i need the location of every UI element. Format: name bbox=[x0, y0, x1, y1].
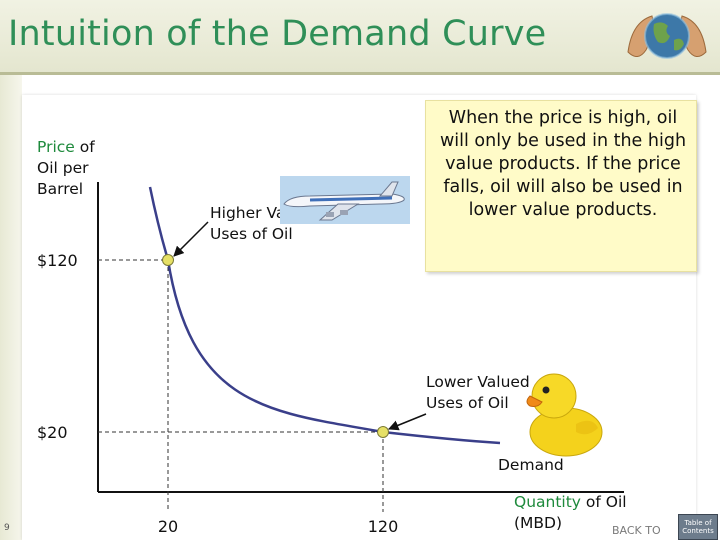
callout-text: When the price is high, oil will only be… bbox=[439, 108, 687, 220]
label-arrows bbox=[173, 221, 427, 431]
y-axis-label: Price of Oil per Barrel bbox=[37, 137, 117, 200]
y-tick-label-1: $20 bbox=[37, 423, 68, 442]
demand-curve bbox=[148, 186, 501, 445]
demand-label: Demand bbox=[498, 456, 564, 474]
y-axis-highlight: Price bbox=[37, 138, 75, 156]
table-of-contents-button[interactable]: Table of Contents bbox=[678, 514, 718, 540]
slide-number: 9 bbox=[4, 523, 10, 533]
x-tick-label-0: 20 bbox=[158, 517, 178, 536]
globe-in-hands-icon bbox=[627, 13, 707, 59]
x-axis-label: Quantity of Oil (MBD) bbox=[514, 492, 654, 534]
demand-point-1 bbox=[377, 426, 389, 438]
y-tick-label-0: $120 bbox=[37, 251, 78, 270]
higher-uses-arrow bbox=[173, 221, 209, 257]
page-title: Intuition of the Demand Curve bbox=[8, 14, 547, 54]
x-tick-label-1: 120 bbox=[368, 517, 399, 536]
left-margin-band bbox=[0, 75, 22, 540]
y-axis-label-rest: of Oil per Barrel bbox=[37, 138, 95, 198]
x-axis-highlight: Quantity bbox=[514, 493, 581, 511]
data-points bbox=[162, 254, 389, 438]
tick-labels: $120 $20 20 120 bbox=[37, 251, 398, 536]
back-to-link[interactable]: BACK TO bbox=[612, 524, 661, 537]
axes bbox=[97, 182, 624, 493]
rubber-duck-icon bbox=[526, 373, 603, 457]
airplane-icon bbox=[280, 176, 410, 224]
lower-valued-uses-label: Lower Valued Uses of Oil bbox=[426, 373, 530, 412]
demand-point-0 bbox=[162, 254, 174, 266]
lower-uses-arrow bbox=[388, 413, 427, 431]
title-bar: Intuition of the Demand Curve bbox=[0, 0, 720, 75]
x-axis-label-rest: of Oil (MBD) bbox=[514, 493, 627, 532]
explanation-callout bbox=[425, 100, 697, 272]
guide-lines bbox=[98, 259, 384, 512]
